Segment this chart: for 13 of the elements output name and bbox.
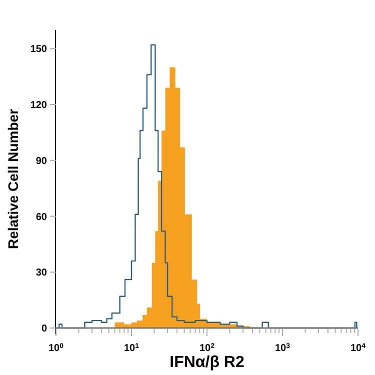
x-tick-label: 10$^{4}$	[350, 342, 366, 354]
y-tick-label: 120	[30, 100, 48, 111]
x-tick-label: 10$^{1}$	[124, 342, 140, 354]
y-tick-label: 60	[36, 212, 48, 223]
y-tick-label: 150	[30, 44, 48, 56]
x-tick-label: 10$^{3}$	[274, 342, 290, 354]
x-tick-label: 10$^{2}$	[199, 342, 215, 354]
y-tick-label: 0	[41, 324, 48, 334]
y-tick-label: 90	[36, 156, 48, 167]
y-axis-title: Relative Cell Number	[5, 108, 21, 250]
y-tick-label: 30	[36, 268, 48, 279]
x-tick-label: 10$^{0}$	[48, 342, 64, 354]
x-axis-title: IFNα/β R2	[170, 354, 244, 371]
